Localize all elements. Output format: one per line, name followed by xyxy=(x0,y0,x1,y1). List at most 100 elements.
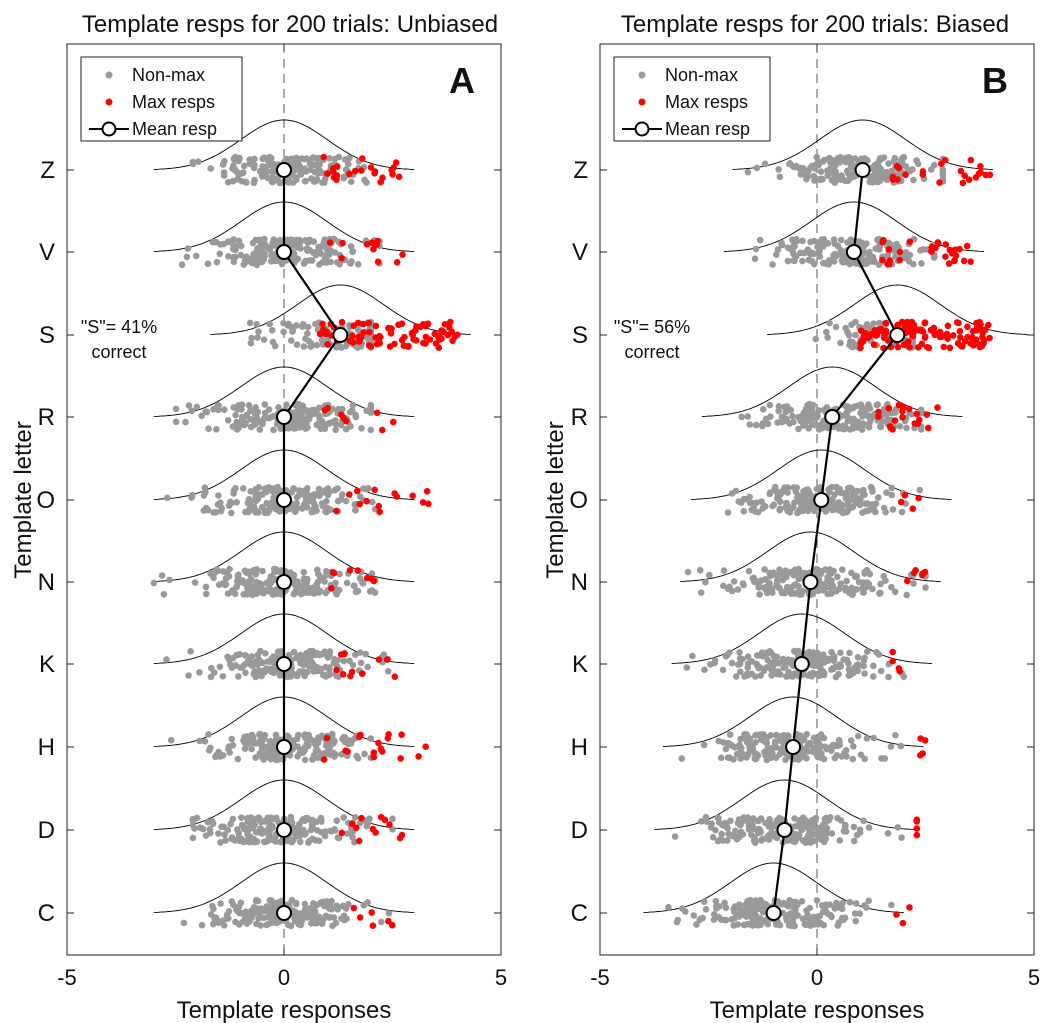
non-max-point xyxy=(301,831,309,838)
non-max-point xyxy=(258,504,266,511)
non-max-point xyxy=(304,330,311,337)
max-resp-point xyxy=(363,497,371,505)
non-max-point xyxy=(809,502,817,510)
max-resp-point xyxy=(909,505,917,512)
max-resp-point xyxy=(972,174,980,181)
non-max-point xyxy=(721,819,729,827)
non-max-point xyxy=(389,826,396,833)
non-max-point xyxy=(326,914,333,921)
max-resp-point xyxy=(377,745,385,752)
non-max-point xyxy=(245,508,252,516)
max-resp-point xyxy=(367,343,375,350)
max-resp-point xyxy=(921,737,929,744)
non-max-point xyxy=(709,834,717,841)
legend-nonmax-marker xyxy=(638,71,646,79)
non-max-point xyxy=(838,905,846,913)
max-resp-point xyxy=(986,334,993,342)
non-max-point xyxy=(722,916,730,924)
non-max-point xyxy=(354,587,362,595)
non-max-point xyxy=(839,899,846,907)
non-max-point xyxy=(211,915,218,922)
max-resp-point xyxy=(333,666,340,674)
max-resp-point xyxy=(339,671,347,678)
non-max-point xyxy=(760,731,767,738)
max-resp-point xyxy=(949,332,957,339)
mean-resp-marker-C xyxy=(765,905,782,921)
non-max-point xyxy=(341,738,349,746)
non-max-point xyxy=(249,838,257,846)
max-resp-point xyxy=(928,248,935,255)
non-max-point xyxy=(224,417,232,424)
non-max-point xyxy=(815,423,823,430)
non-max-point xyxy=(807,740,814,748)
panel-b-title: Template resps for 200 trials: Biased xyxy=(621,11,1009,38)
max-resp-point xyxy=(346,567,354,574)
x-tick-label: 5 xyxy=(495,965,507,990)
non-max-point xyxy=(819,667,826,675)
non-max-point xyxy=(274,483,281,491)
non-max-point xyxy=(295,400,302,408)
max-resp-point xyxy=(401,333,408,341)
row-curve-Z xyxy=(732,119,993,170)
non-max-point xyxy=(830,258,838,265)
non-max-point xyxy=(772,921,780,928)
non-max-point xyxy=(870,504,877,512)
non-max-point xyxy=(254,334,261,341)
max-resp-point xyxy=(425,500,432,508)
non-max-point xyxy=(791,257,798,265)
non-max-point xyxy=(732,487,740,495)
non-max-point xyxy=(304,239,312,246)
non-max-point xyxy=(797,570,804,577)
max-resp-point xyxy=(887,424,894,432)
non-max-point xyxy=(718,830,725,838)
max-resp-point xyxy=(879,256,886,264)
non-max-point xyxy=(289,326,297,333)
max-resp-point xyxy=(942,156,949,164)
non-max-point xyxy=(293,494,301,501)
non-max-point xyxy=(865,824,873,831)
max-resp-point xyxy=(348,336,355,344)
non-max-point xyxy=(671,833,679,840)
legend-mean-label: Mean resp xyxy=(665,119,750,139)
non-max-point xyxy=(782,756,789,763)
non-max-point xyxy=(189,834,197,842)
non-max-point xyxy=(861,654,868,662)
non-max-point xyxy=(232,411,239,419)
non-max-point xyxy=(367,426,375,434)
non-max-point xyxy=(244,740,252,748)
non-max-point xyxy=(320,238,328,246)
non-max-point xyxy=(852,318,859,326)
non-max-point xyxy=(939,166,947,173)
max-resp-point xyxy=(397,755,405,762)
non-max-point xyxy=(258,748,266,755)
non-max-point xyxy=(232,484,239,492)
non-max-point xyxy=(881,755,888,762)
non-max-point xyxy=(807,839,815,846)
non-max-point xyxy=(752,897,759,904)
non-max-point xyxy=(848,584,855,592)
non-max-point xyxy=(795,583,802,590)
max-resp-point xyxy=(913,818,921,825)
non-max-point xyxy=(202,832,210,839)
non-max-point xyxy=(268,668,275,676)
non-max-point xyxy=(810,824,818,831)
max-resp-point xyxy=(358,670,366,677)
max-resp-point xyxy=(355,837,363,845)
non-max-point xyxy=(289,242,297,249)
max-resp-point xyxy=(915,494,922,502)
non-max-point xyxy=(724,509,732,516)
max-resp-point xyxy=(940,343,948,351)
max-resp-point xyxy=(902,171,909,179)
non-max-point xyxy=(850,173,858,180)
max-resp-point xyxy=(880,334,888,342)
non-max-point xyxy=(828,913,835,921)
non-max-point xyxy=(321,832,329,840)
non-max-point xyxy=(300,260,308,267)
non-max-point xyxy=(295,412,302,419)
non-max-point xyxy=(237,251,245,259)
non-max-point xyxy=(844,508,851,515)
non-max-point xyxy=(369,498,376,506)
non-max-point xyxy=(918,260,925,267)
non-max-point xyxy=(348,258,355,265)
non-max-point xyxy=(817,168,825,175)
